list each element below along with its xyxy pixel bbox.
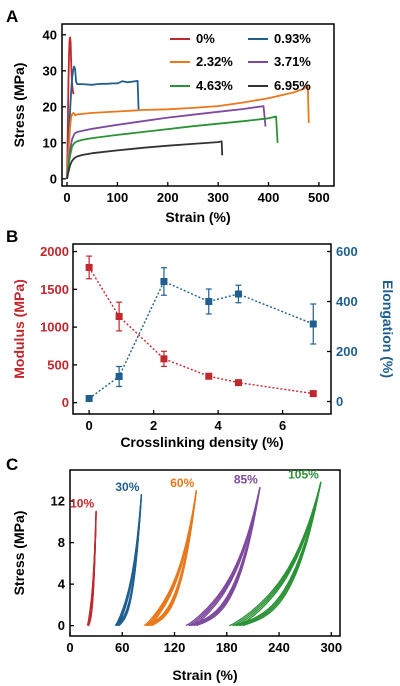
y-right-tick-label: 0	[336, 394, 343, 409]
strain-label: 10%	[70, 497, 94, 511]
y-left-tick-label: 1500	[40, 282, 69, 297]
panel-a: 0 100 200 300 400 500 0 10 20 30 40 0% 0.93% 2.32% 3.7…	[43, 27, 330, 205]
panel-c: 0 60 120 180 240 300 0 4 8 12 10% 30% 60% 85% 105%	[51, 467, 343, 655]
y-right-tick-label: 600	[336, 244, 358, 259]
y-axis-title-c: Stress (MPa)	[11, 511, 27, 596]
series-line-3	[66, 84, 310, 179]
x-axis-title-b: Crosslinking density (%)	[120, 434, 283, 450]
hysteresis-loop-5	[238, 481, 322, 627]
hysteresis-loop-4	[193, 486, 261, 627]
y-right-tick-label: 200	[336, 344, 358, 359]
y-right-tick-label: 400	[336, 294, 358, 309]
y-left-tick-label: 1000	[40, 320, 69, 335]
y-tick-label: 12	[51, 494, 65, 509]
data-point-modulus	[85, 263, 93, 271]
x-tick-label: 4	[215, 418, 223, 433]
hysteresis-loop-2	[117, 494, 143, 627]
data-point-modulus	[115, 313, 123, 321]
x-tick-label: 300	[320, 640, 342, 655]
y-axis-title-right-b: Elongation (%)	[380, 280, 396, 378]
strain-label: 85%	[234, 473, 258, 487]
y-tick-label: 40	[43, 27, 57, 42]
data-point-modulus	[234, 379, 242, 387]
x-tick-label: 0	[86, 418, 93, 433]
x-tick-label: 60	[115, 640, 129, 655]
x-tick-label: 400	[258, 190, 280, 205]
y-tick-label: 10	[43, 135, 57, 150]
y-axis-title-left-b: Modulus (MPa)	[11, 279, 27, 379]
series-line-2	[66, 65, 140, 179]
plot-frame-b	[72, 243, 332, 415]
series-dotted-line-modulus	[88, 267, 314, 395]
panel-letter-b: B	[6, 227, 18, 246]
data-point-elongation	[160, 278, 168, 285]
x-tick-label: 200	[157, 190, 179, 205]
series-line-6	[66, 140, 224, 179]
x-tick-label: 240	[268, 640, 290, 655]
y-tick-label: 0	[50, 171, 57, 186]
legend-label: 6.95%	[274, 78, 311, 93]
panel-letter-a: A	[6, 7, 18, 26]
y-tick-label: 0	[58, 618, 65, 633]
panel-b: 0 2 4 6 0 500 1000 1500 2000 0 200 400 600	[40, 244, 358, 433]
y-left-tick-label: 0	[62, 395, 69, 410]
plot-frame-a	[61, 23, 335, 187]
y-tick-label: 8	[58, 535, 65, 550]
series-line-1	[66, 36, 75, 179]
data-point-modulus	[205, 372, 213, 380]
series-line-4	[66, 105, 267, 179]
y-axis-title-a: Stress (MPa)	[11, 63, 27, 148]
x-axis-title-a: Strain (%)	[165, 209, 230, 225]
legend-label: 0.93%	[274, 31, 311, 46]
data-point-elongation	[205, 298, 213, 305]
y-left-tick-label: 2000	[40, 244, 69, 259]
x-tick-label: 6	[279, 418, 286, 433]
x-tick-label: 100	[107, 190, 129, 205]
y-left-tick-label: 500	[47, 357, 69, 372]
legend-label: 4.63%	[196, 78, 233, 93]
hysteresis-loop-1	[87, 510, 97, 626]
legend-label: 0%	[196, 31, 215, 46]
x-tick-label: 500	[308, 190, 330, 205]
y-tick-label: 20	[43, 99, 57, 114]
x-tick-label: 0	[66, 640, 73, 655]
data-point-elongation	[115, 373, 123, 380]
strain-label: 105%	[288, 467, 319, 481]
x-tick-label: 120	[164, 640, 186, 655]
strain-label: 60%	[170, 476, 194, 490]
legend-label: 3.71%	[274, 54, 311, 69]
x-tick-label: 0	[63, 190, 70, 205]
data-point-modulus	[309, 390, 317, 398]
series-line-5	[66, 115, 279, 179]
legend-label: 2.32%	[196, 54, 233, 69]
hysteresis-loop-3	[149, 490, 197, 627]
plot-frame-c	[69, 469, 341, 637]
x-tick-label: 2	[150, 418, 157, 433]
y-tick-label: 30	[43, 63, 57, 78]
data-point-elongation	[85, 395, 93, 402]
data-point-elongation	[234, 290, 242, 298]
series-dotted-line-elongation	[88, 280, 314, 400]
data-point-modulus	[160, 355, 168, 363]
y-tick-label: 4	[58, 577, 66, 592]
x-tick-label: 300	[207, 190, 229, 205]
x-tick-label: 180	[216, 640, 238, 655]
strain-label: 30%	[115, 480, 139, 494]
data-point-elongation	[309, 320, 317, 328]
x-axis-title-c: Strain (%)	[172, 667, 237, 683]
panel-letter-c: C	[6, 455, 18, 474]
